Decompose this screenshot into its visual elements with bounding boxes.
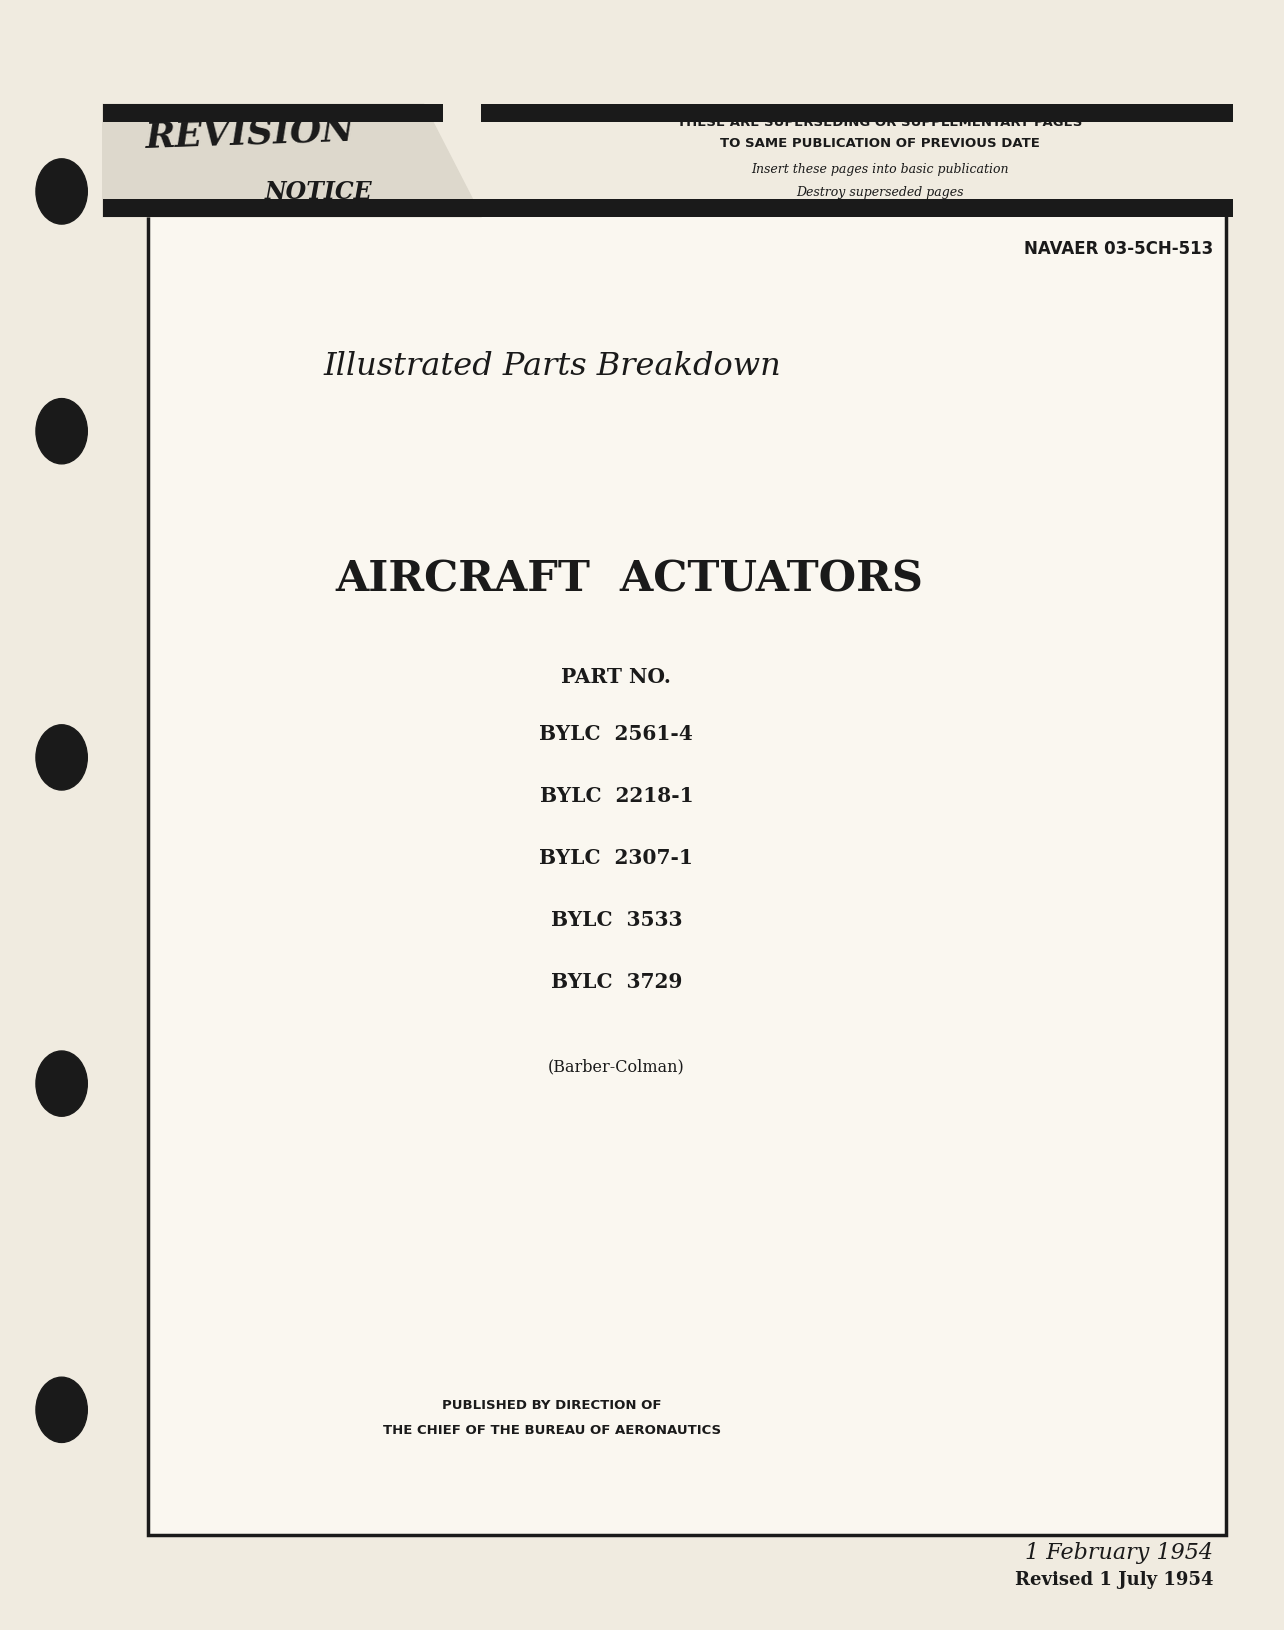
Text: Destroy superseded pages: Destroy superseded pages: [796, 186, 963, 199]
Text: 1 February 1954: 1 February 1954: [1026, 1540, 1213, 1563]
Text: AIRCRAFT  ACTUATORS: AIRCRAFT ACTUATORS: [335, 557, 923, 600]
Circle shape: [36, 160, 87, 225]
Text: REVISION: REVISION: [145, 112, 356, 155]
Bar: [103, 200, 1233, 217]
Bar: [103, 104, 443, 124]
Circle shape: [36, 399, 87, 465]
Circle shape: [36, 1377, 87, 1443]
Bar: [482, 104, 1233, 124]
Text: BYLC  2307-1: BYLC 2307-1: [539, 848, 693, 867]
Text: Revised 1 July 1954: Revised 1 July 1954: [1014, 1570, 1213, 1589]
Text: NAVAER 03-5CH-513: NAVAER 03-5CH-513: [1025, 240, 1213, 258]
Circle shape: [36, 1051, 87, 1117]
Text: PART NO.: PART NO.: [561, 667, 672, 686]
Text: PUBLISHED BY DIRECTION OF: PUBLISHED BY DIRECTION OF: [443, 1399, 661, 1412]
Text: THE CHIEF OF THE BUREAU OF AERONAUTICS: THE CHIEF OF THE BUREAU OF AERONAUTICS: [383, 1423, 722, 1436]
Circle shape: [36, 725, 87, 791]
Bar: [148, 215, 1226, 1535]
Text: TO SAME PUBLICATION OF PREVIOUS DATE: TO SAME PUBLICATION OF PREVIOUS DATE: [719, 137, 1040, 150]
Text: BYLC  2218-1: BYLC 2218-1: [539, 786, 693, 805]
Polygon shape: [103, 104, 482, 217]
Text: BYLC  3533: BYLC 3533: [551, 910, 682, 929]
Text: Insert these pages into basic publication: Insert these pages into basic publicatio…: [751, 163, 1008, 176]
Text: BYLC  3729: BYLC 3729: [551, 971, 682, 991]
Text: THESE ARE SUPERSEDING OR SUPPLEMENTARY PAGES: THESE ARE SUPERSEDING OR SUPPLEMENTARY P…: [677, 116, 1082, 129]
Text: Illustrated Parts Breakdown: Illustrated Parts Breakdown: [324, 350, 781, 383]
Text: NOTICE: NOTICE: [265, 181, 372, 204]
Text: (Barber-Colman): (Barber-Colman): [548, 1058, 684, 1074]
Text: BYLC  2561-4: BYLC 2561-4: [539, 724, 693, 743]
